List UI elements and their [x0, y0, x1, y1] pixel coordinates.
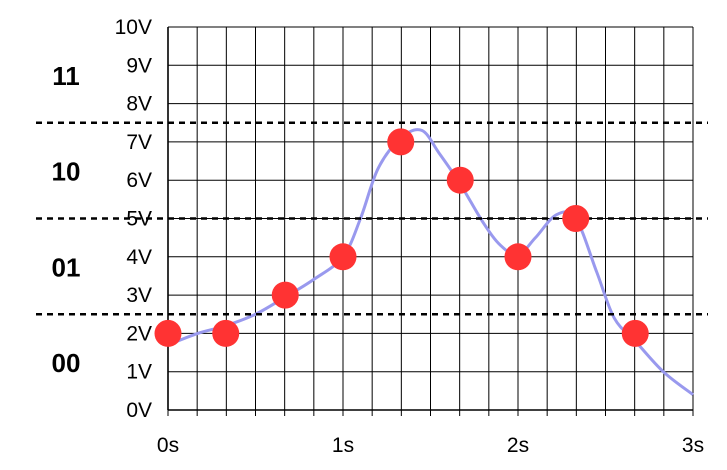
sample-point [562, 205, 590, 232]
x-tick-label: 1s [332, 434, 354, 457]
x-tick-label: 0s [157, 434, 179, 457]
sample-point [446, 166, 474, 194]
y-tick-label: 7V [126, 131, 152, 154]
x-tick-labels: 0s 1s 2s 3s [157, 434, 704, 457]
band-label: 00 [52, 348, 81, 378]
y-tick-label: 3V [126, 284, 152, 307]
y-tick-label: 2V [126, 322, 152, 345]
y-tick-label: 9V [126, 54, 152, 77]
sample-point [387, 128, 415, 156]
band-label: 01 [52, 252, 81, 282]
sample-point [621, 319, 649, 347]
sample-point [329, 243, 357, 271]
sample-point [212, 319, 240, 347]
y-tick-labels: 0V 1V 2V 3V 4V 5V 6V 7V 8V 9V 10V [115, 16, 152, 422]
y-tick-label: 4V [126, 246, 152, 269]
y-tick-label: 1V [126, 361, 152, 384]
sample-points [154, 128, 649, 347]
band-label: 11 [52, 61, 80, 91]
band-label: 10 [52, 157, 81, 187]
x-tick-label: 3s [682, 434, 704, 457]
threshold-lines [36, 121, 708, 316]
sample-point [504, 243, 532, 271]
y-tick-label: 10V [115, 16, 152, 39]
y-tick-label: 6V [126, 169, 152, 192]
y-tick-label: 5V [126, 208, 152, 231]
sample-point [271, 281, 299, 309]
band-labels: 00 01 10 11 [52, 61, 81, 378]
x-tick-label: 2s [507, 434, 529, 457]
y-tick-label: 0V [126, 399, 152, 422]
sample-point [154, 319, 182, 347]
y-tick-label: 8V [126, 93, 152, 116]
